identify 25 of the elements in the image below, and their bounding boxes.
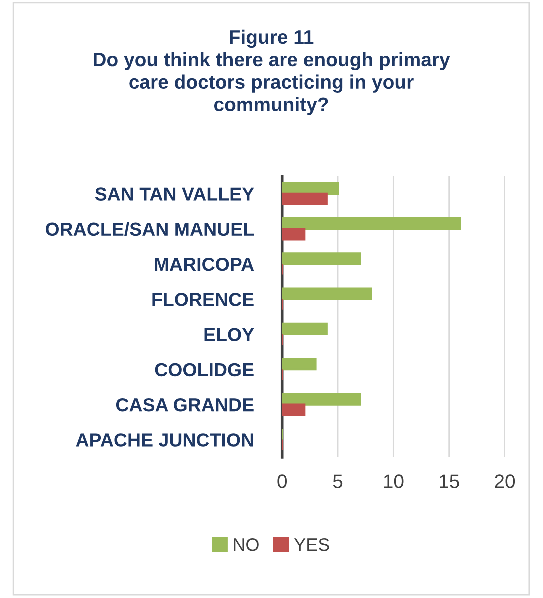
x-tick-label: 0 [278,474,288,488]
bar [282,358,317,371]
bar [282,192,328,206]
x-tick-label: 10 [384,474,404,488]
x-tick-label: 15 [440,474,460,488]
y-tick-label: MARICOPA [155,258,254,272]
bar [282,218,462,230]
chart-title: Figure 11 Do you think there are enough primary care doctors practicing in your community? [94,30,450,116]
bar [282,404,306,416]
bar [282,252,362,266]
y-tick-label: SAN TAN VALLEY [95,188,254,201]
x-tick-label: 5 [333,474,343,488]
y-tick-label: ELOY [204,328,254,342]
bar [282,288,372,300]
legend-label: NO [234,538,259,552]
bar [282,393,362,406]
y-tick-label: ORACLE/SAN MANUEL [46,222,254,236]
bar [282,322,328,336]
y-tick-label: COOLIDGE [155,363,254,377]
y-tick-label: FLORENCE [152,293,254,306]
y-tick-label: CASA GRANDE [116,398,254,412]
bar [282,228,306,241]
y-tick-label: APACHE JUNCTION [76,434,254,447]
legend-label: YES [294,538,330,552]
x-tick-label: 20 [495,474,516,488]
